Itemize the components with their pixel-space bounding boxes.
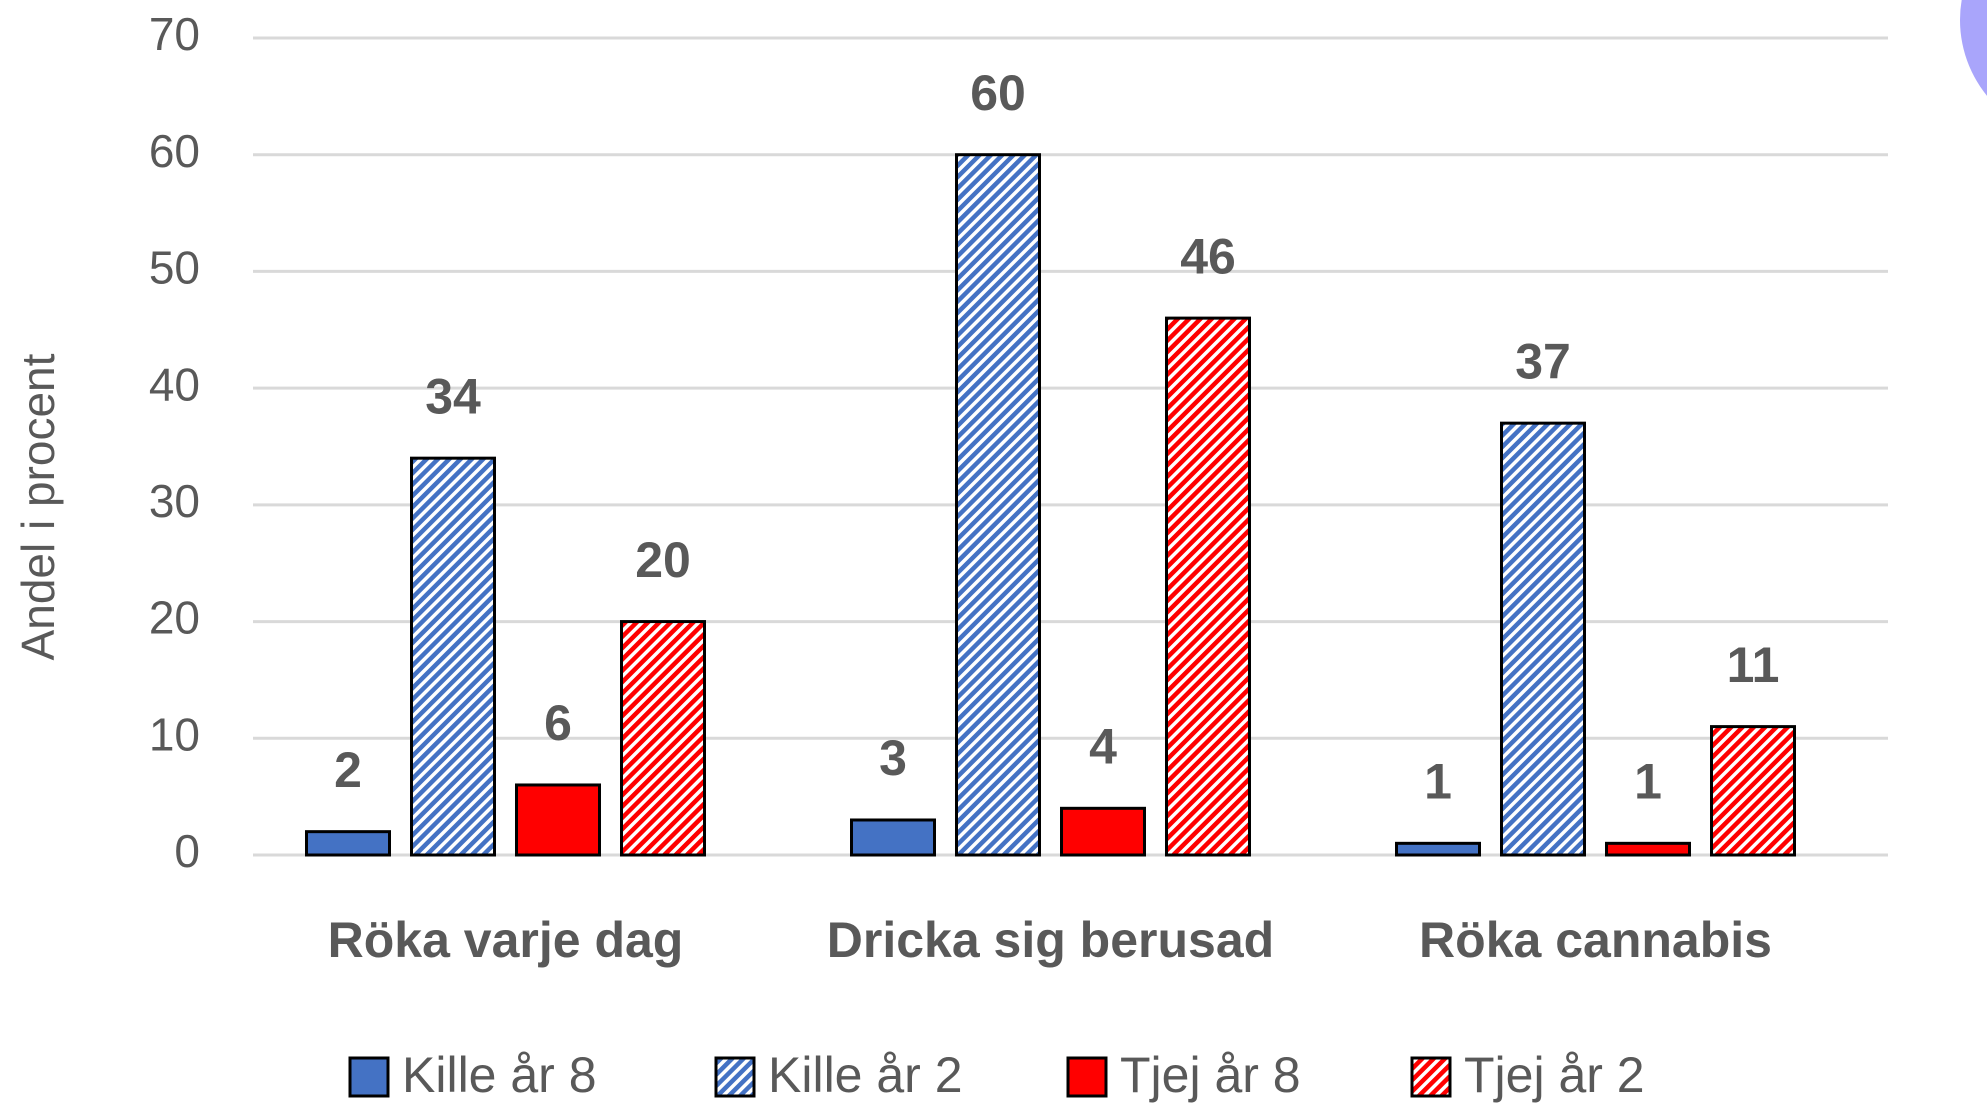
bar (955, 153, 1041, 857)
data-label: 46 (1180, 228, 1236, 284)
data-label: 6 (544, 695, 572, 751)
data-label: 4 (1089, 719, 1117, 775)
legend-label: Tjej år 2 (1464, 1047, 1645, 1103)
bar (1605, 841, 1691, 857)
decoration (1960, 0, 1987, 96)
data-label: 37 (1515, 333, 1571, 389)
y-tick-label: 10 (149, 708, 200, 760)
bar (1710, 725, 1796, 857)
legend-swatch (1066, 1056, 1108, 1098)
data-label: 34 (425, 368, 481, 424)
legend-swatch (714, 1056, 756, 1098)
legend-swatch (348, 1056, 390, 1098)
data-label: 1 (1424, 754, 1452, 810)
x-tick-label: Röka cannabis (1419, 912, 1772, 968)
y-tick-label: 50 (149, 242, 200, 294)
bar (1500, 421, 1586, 857)
data-label: 1 (1634, 754, 1662, 810)
y-tick-label: 0 (174, 825, 200, 877)
bar (515, 783, 601, 857)
bar (1060, 806, 1146, 857)
legend-swatch (1410, 1056, 1452, 1098)
legend-label: Kille år 8 (402, 1047, 597, 1103)
bar (620, 620, 706, 857)
y-axis-label: Andel i procent (12, 353, 64, 660)
bar (850, 818, 936, 857)
legend-label: Kille år 2 (768, 1047, 963, 1103)
y-tick-label: 40 (149, 358, 200, 410)
bar (1165, 316, 1251, 857)
data-label: 3 (879, 730, 907, 786)
data-label: 11 (1727, 637, 1780, 693)
data-label: 20 (635, 532, 691, 588)
y-tick-label: 30 (149, 475, 200, 527)
data-label: 2 (334, 742, 362, 798)
y-tick-label: 70 (149, 8, 200, 60)
legend-label: Tjej år 8 (1120, 1047, 1301, 1103)
x-tick-label: Dricka sig berusad (827, 912, 1274, 968)
bar (305, 830, 391, 857)
y-tick-label: 60 (149, 125, 200, 177)
bar (1395, 841, 1481, 857)
y-tick-label: 20 (149, 592, 200, 644)
bar (410, 456, 496, 857)
data-label: 60 (970, 65, 1026, 121)
x-tick-label: Röka varje dag (328, 912, 684, 968)
